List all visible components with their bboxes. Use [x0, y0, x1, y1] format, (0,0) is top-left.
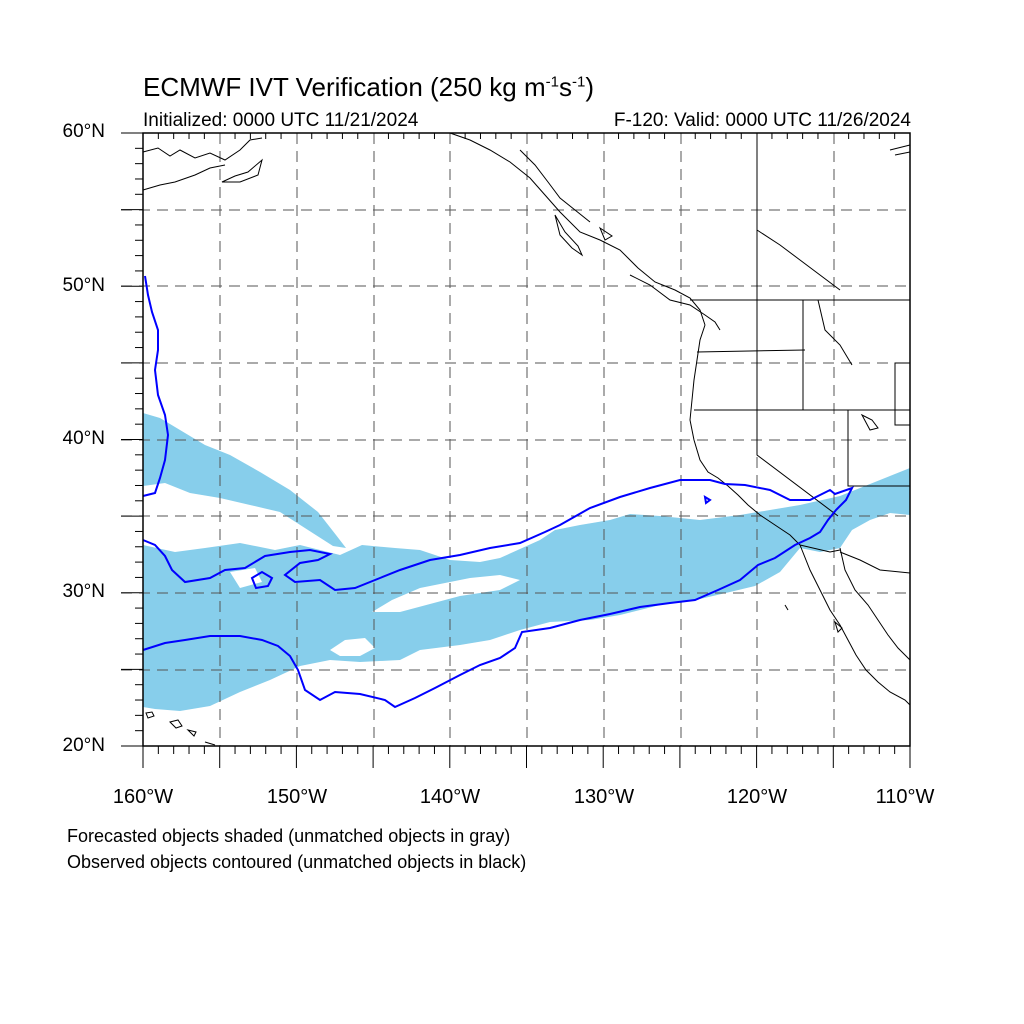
observed-contour-small [703, 495, 712, 505]
coastlines [142, 132, 911, 746]
observed-contours [142, 275, 855, 709]
lat-label-30: 30°N [62, 581, 105, 602]
lon-label-150w: 150°W [266, 786, 328, 808]
lon-label-160w: 160°W [112, 786, 174, 808]
lat-label-50: 50°N [62, 275, 105, 296]
chart-title: ECMWF IVT Verification (250 kg m-1s-1) [143, 72, 594, 102]
lat-label-60: 60°N [62, 121, 105, 142]
forecast-gap-2 [330, 638, 375, 656]
lon-label-130w: 130°W [573, 786, 635, 808]
initialized-label: Initialized: 0000 UTC 11/21/2024 [143, 110, 419, 131]
forecast-object-north [143, 413, 346, 548]
legend-observed-note: Observed objects contoured (unmatched ob… [67, 852, 527, 872]
valid-label: F-120: Valid: 0000 UTC 11/26/2024 [613, 110, 911, 131]
observed-contour-west [142, 275, 170, 497]
observed-contour-loop [250, 570, 274, 590]
lon-label-140w: 140°W [419, 786, 481, 808]
lon-label-120w: 120°W [726, 786, 788, 808]
lat-label-20: 20°N [62, 735, 105, 756]
observed-contour-main [142, 479, 855, 709]
legend-forecast-note: Forecasted objects shaded (unmatched obj… [67, 826, 511, 846]
axis-ticks [121, 132, 911, 768]
lat-label-40: 40°N [62, 428, 105, 449]
lon-label-110w: 110°W [875, 786, 935, 808]
